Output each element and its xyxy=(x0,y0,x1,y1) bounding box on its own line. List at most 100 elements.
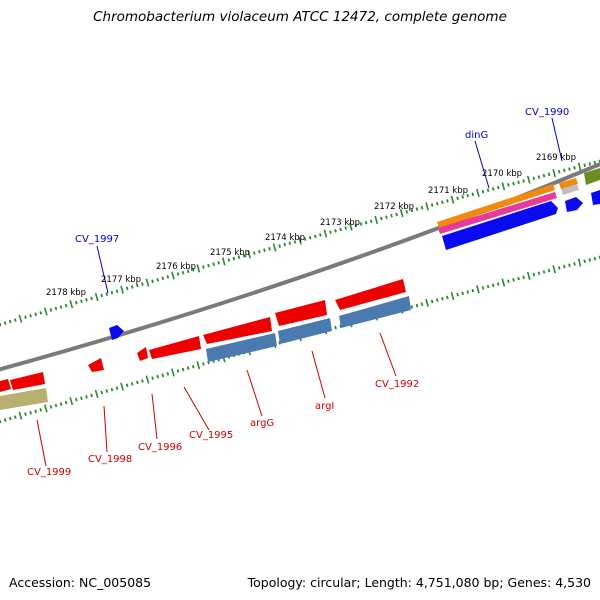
minor-tick xyxy=(420,205,424,210)
minor-tick xyxy=(563,264,566,269)
minor-tick xyxy=(496,282,500,286)
minor-tick xyxy=(176,369,180,373)
minor-tick xyxy=(3,418,7,422)
minor-tick xyxy=(390,214,393,218)
minor-tick xyxy=(212,262,215,266)
minor-tick xyxy=(537,175,541,179)
minor-tick xyxy=(491,283,495,288)
major-tick xyxy=(43,307,48,316)
minor-tick xyxy=(136,380,139,385)
minor-tick xyxy=(237,255,241,259)
minor-tick xyxy=(14,318,17,322)
minor-tick xyxy=(39,311,43,315)
minor-tick xyxy=(100,293,104,298)
major-tick xyxy=(526,271,531,280)
minor-tick xyxy=(59,305,63,309)
cds-block xyxy=(339,296,411,328)
scale-label: 2171 kbp xyxy=(428,186,468,196)
major-tick xyxy=(552,265,556,274)
minor-tick xyxy=(85,395,88,399)
minor-tick xyxy=(395,212,398,217)
minor-tick xyxy=(329,230,332,235)
major-tick xyxy=(577,162,582,171)
minor-tick xyxy=(405,209,409,214)
orange-feature-bar xyxy=(437,184,555,228)
minor-tick xyxy=(313,234,317,239)
major-tick xyxy=(552,168,556,178)
scale-label: 2169 kbp xyxy=(536,153,576,163)
gene-arrow-CV_1999 xyxy=(10,372,45,390)
callout-line xyxy=(379,332,397,377)
major-tick xyxy=(18,314,23,323)
gene-label-CV_1992: CV_1992 xyxy=(375,379,419,390)
minor-tick xyxy=(141,379,144,383)
minor-tick xyxy=(151,279,154,283)
minor-tick xyxy=(410,305,414,309)
minor-tick xyxy=(435,201,439,206)
gene-arrow-CV_1997 xyxy=(109,325,124,340)
minor-tick xyxy=(446,295,449,300)
gene-label-dinG: dinG xyxy=(465,130,488,141)
minor-tick xyxy=(303,237,307,241)
minor-tick xyxy=(517,276,520,281)
gene-label-argI: argI xyxy=(315,401,334,412)
minor-tick xyxy=(59,402,63,406)
scale-label: 2174 kbp xyxy=(265,233,305,243)
major-tick xyxy=(272,243,277,252)
minor-tick xyxy=(456,292,459,297)
gene-label-CV_1995: CV_1995 xyxy=(189,430,233,441)
minor-tick xyxy=(49,308,53,312)
minor-tick xyxy=(507,279,510,284)
gene-label-CV_1990: CV_1990 xyxy=(525,107,569,118)
minor-tick xyxy=(110,387,114,392)
minor-tick xyxy=(64,303,68,308)
minor-tick xyxy=(227,258,231,262)
minor-tick xyxy=(588,162,592,166)
minor-tick xyxy=(369,219,373,224)
callout-line xyxy=(36,419,47,467)
minor-tick xyxy=(557,266,561,270)
minor-tick xyxy=(512,181,515,186)
minor-tick xyxy=(141,282,144,286)
minor-tick xyxy=(252,251,256,255)
callout-line xyxy=(151,393,158,440)
major-tick xyxy=(120,382,124,391)
minor-tick xyxy=(232,256,236,261)
minor-tick xyxy=(90,296,93,301)
minor-tick xyxy=(278,244,281,248)
minor-tick xyxy=(481,286,485,290)
major-tick xyxy=(476,188,480,198)
major-tick xyxy=(171,368,175,377)
major-tick xyxy=(450,291,455,301)
gene-arrow-CV_1992 xyxy=(335,279,406,310)
minor-tick xyxy=(125,383,129,388)
minor-tick xyxy=(29,313,32,318)
minor-tick xyxy=(542,173,546,178)
callout-line xyxy=(311,350,326,399)
minor-tick xyxy=(130,285,134,289)
major-tick xyxy=(94,389,99,398)
minor-tick xyxy=(568,167,571,171)
minor-tick xyxy=(80,396,83,401)
major-tick xyxy=(43,404,48,413)
minor-tick xyxy=(288,241,292,246)
minor-tick xyxy=(49,405,53,409)
minor-tick xyxy=(293,240,297,244)
minor-tick xyxy=(359,222,363,226)
minor-tick xyxy=(308,235,312,240)
minor-tick xyxy=(507,183,510,187)
cds-block xyxy=(278,318,332,344)
minor-tick xyxy=(430,299,434,304)
minor-tick xyxy=(156,277,159,282)
major-tick xyxy=(425,202,429,211)
major-tick xyxy=(69,300,74,309)
minor-tick xyxy=(573,262,576,266)
minor-tick xyxy=(563,168,566,173)
major-tick xyxy=(450,195,455,204)
minor-tick xyxy=(100,390,104,395)
minor-tick xyxy=(278,341,281,345)
minor-tick xyxy=(344,226,348,230)
minor-tick xyxy=(156,374,159,379)
minor-tick xyxy=(481,189,485,194)
